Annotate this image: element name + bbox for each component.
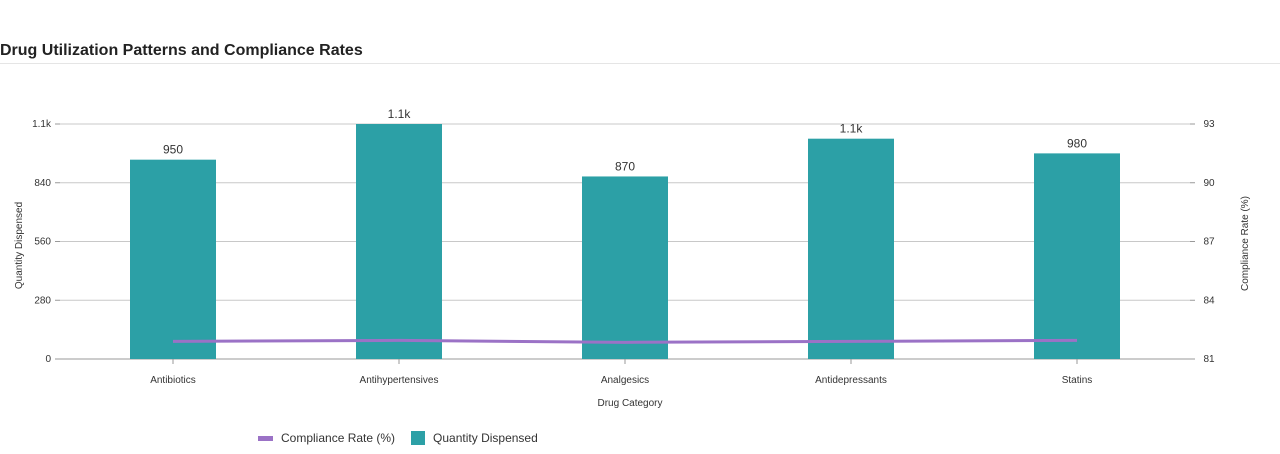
legend-label-quantity: Quantity Dispensed <box>433 431 538 445</box>
bar <box>356 124 442 359</box>
legend-swatch-compliance <box>258 435 273 441</box>
y-tick-label: 0 <box>45 354 51 365</box>
compliance-line <box>172 338 1078 344</box>
y-tick-label: 560 <box>34 237 51 248</box>
bar-data-label: 870 <box>615 159 635 173</box>
legend-swatch-quantity <box>411 431 426 445</box>
bar-data-label: 950 <box>163 143 183 157</box>
bar-data-label: 1.1k <box>388 107 412 121</box>
x-tick-label: Statins <box>1062 375 1093 386</box>
bar <box>808 138 894 359</box>
bar <box>130 159 216 359</box>
y2-tick-label: 93 <box>1203 119 1215 130</box>
legend: Compliance Rate (%) Quantity Dispensed <box>258 431 554 445</box>
y2-tick-label: 81 <box>1203 354 1215 365</box>
legend-item-compliance[interactable]: Compliance Rate (%) <box>258 431 395 445</box>
y-axis-title: Quantity Dispensed <box>14 202 25 289</box>
title-divider <box>0 63 1280 64</box>
y-tick-label: 840 <box>34 178 51 189</box>
y2-tick-label: 90 <box>1203 178 1215 189</box>
x-tick-label: Antibiotics <box>150 375 196 386</box>
x-tick-label: Analgesics <box>601 375 649 386</box>
legend-label-compliance: Compliance Rate (%) <box>281 431 396 445</box>
y-tick-label: 1.1k <box>32 119 52 130</box>
chart-title: Drug Utilization Patterns and Compliance… <box>0 42 363 59</box>
y2-axis-title: Compliance Rate (%) <box>1240 196 1251 291</box>
y-tick-label: 280 <box>34 295 51 306</box>
bar <box>1034 153 1120 359</box>
y2-tick-label: 84 <box>1203 295 1215 306</box>
combo-chart: 0 280 560 840 1.1k 81 84 87 90 93 950 Antibiotics 1.… <box>14 107 1251 409</box>
x-axis-title: Drug Category <box>597 398 662 409</box>
x-tick-label: Antidepressants <box>815 375 887 386</box>
legend-item-quantity[interactable]: Quantity Dispensed <box>411 431 538 445</box>
y2-tick-label: 87 <box>1203 237 1215 248</box>
x-tick-label: Antihypertensives <box>360 375 439 386</box>
bar-data-label: 1.1k <box>840 122 864 136</box>
bar-data-label: 980 <box>1067 136 1087 150</box>
bar <box>582 176 668 359</box>
